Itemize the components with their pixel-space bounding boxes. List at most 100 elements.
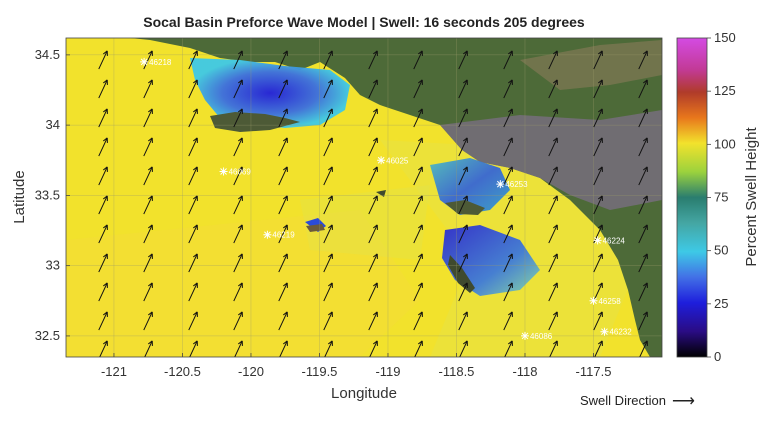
swell-arrow-icon bbox=[278, 224, 288, 244]
buoy-star-icon bbox=[593, 236, 602, 245]
swell-arrow-icon bbox=[638, 282, 648, 302]
swell-arrow-icon bbox=[593, 79, 603, 99]
x-axis-ticks: -121 -120.5 -120 -119.5 -119 -118.5 -118 -117.5 bbox=[101, 353, 612, 379]
swell-arrow-icon bbox=[638, 108, 648, 128]
swell-arrow-icon bbox=[639, 340, 648, 357]
swell-arrow-icon bbox=[368, 166, 378, 186]
swell-arrow-icon bbox=[143, 195, 153, 215]
buoy-marker: 46218 bbox=[140, 58, 172, 67]
swell-arrow-icon bbox=[143, 224, 153, 244]
buoy-label: 46218 bbox=[149, 58, 172, 67]
swell-arrow-icon bbox=[458, 166, 468, 186]
bay-shadow bbox=[430, 158, 510, 215]
swell-arrow-icon bbox=[323, 311, 333, 331]
buoy-label: 46232 bbox=[609, 328, 632, 337]
swell-arrow-icon bbox=[593, 50, 603, 70]
swell-arrow-icon bbox=[368, 50, 378, 70]
swell-direction-label: Swell Direction bbox=[580, 393, 666, 408]
map-title: Socal Basin Preforce Wave Model | Swell:… bbox=[143, 14, 585, 30]
swell-arrow-icon bbox=[593, 282, 603, 302]
swell-arrow-icon bbox=[503, 50, 513, 70]
swell-arrow-icon bbox=[98, 137, 108, 157]
swell-arrow-icon bbox=[188, 224, 198, 244]
swell-arrow-icon bbox=[143, 311, 153, 331]
swell-arrow-icon bbox=[143, 79, 153, 99]
swell-arrow-icon bbox=[98, 311, 108, 331]
buoy-label: 46253 bbox=[505, 180, 528, 189]
swell-arrow-icon bbox=[413, 137, 423, 157]
swell-arrow-icon bbox=[503, 108, 513, 128]
swell-arrow-icon bbox=[278, 311, 288, 331]
swell-direction-arrow-icon: ⟶ bbox=[671, 393, 695, 410]
swell-arrow-icon bbox=[414, 340, 423, 357]
swell-arrow-icon bbox=[188, 311, 198, 331]
swell-arrow-icon bbox=[503, 79, 513, 99]
x-tick-label: -121 bbox=[101, 364, 127, 379]
swell-arrow-icon bbox=[188, 195, 198, 215]
swell-arrow-icon bbox=[593, 195, 603, 215]
swell-arrow-icon bbox=[638, 224, 648, 244]
swell-arrow-icon bbox=[548, 224, 558, 244]
buoy-label: 46086 bbox=[530, 332, 553, 341]
x-tick-label: -117.5 bbox=[576, 364, 612, 379]
swell-arrow-icon bbox=[278, 50, 288, 70]
channel-shadow bbox=[190, 58, 350, 128]
swell-arrow-icon bbox=[143, 108, 153, 128]
swell-arrow-icon bbox=[368, 253, 378, 273]
swell-arrow-icon bbox=[638, 311, 648, 331]
swell-arrow-icon bbox=[188, 137, 198, 157]
x-tick-label: -118.5 bbox=[439, 364, 475, 379]
swell-arrow-icon bbox=[188, 166, 198, 186]
swell-arrow-icon bbox=[368, 137, 378, 157]
swell-arrow-icon bbox=[188, 253, 198, 273]
swell-arrow-icon bbox=[413, 311, 423, 331]
buoy-star-icon bbox=[520, 331, 529, 340]
x-tick-label: -120.5 bbox=[164, 364, 201, 379]
buoy-marker: 46219 bbox=[263, 230, 295, 240]
swell-arrow-icon bbox=[593, 166, 603, 186]
colorbar-tick-label: 100 bbox=[714, 136, 736, 151]
swell-arrow-icon bbox=[593, 108, 603, 128]
x-tick-label: -120 bbox=[238, 364, 264, 379]
swell-arrow-icon bbox=[413, 79, 423, 99]
swell-arrow-icon bbox=[324, 340, 333, 357]
x-axis-label: Longitude bbox=[331, 385, 397, 402]
buoy-label: 46258 bbox=[598, 297, 621, 306]
y-tick-label: 34 bbox=[46, 117, 60, 132]
swell-arrow-icon bbox=[368, 282, 378, 302]
swell-arrow-icon bbox=[458, 137, 468, 157]
swell-arrow-icon bbox=[278, 79, 288, 99]
swell-arrow-field bbox=[98, 50, 648, 357]
swell-arrow-icon bbox=[503, 224, 513, 244]
swell-arrow-icon bbox=[504, 340, 513, 357]
swell-arrow-icon bbox=[413, 224, 423, 244]
swell-arrow-icon bbox=[503, 195, 513, 215]
swell-arrow-icon bbox=[234, 340, 243, 357]
x-tick-label: -118 bbox=[512, 364, 537, 379]
swell-arrow-icon bbox=[503, 253, 513, 273]
buoy-marker: 46232 bbox=[600, 328, 632, 337]
swell-arrow-icon bbox=[98, 253, 108, 273]
buoy-star-icon bbox=[589, 296, 598, 305]
colorbar-tick-label: 125 bbox=[714, 83, 736, 98]
swell-arrow-icon bbox=[278, 282, 288, 302]
swell-direction-legend: Swell Direction ⟶ bbox=[580, 391, 695, 411]
y-tick-label: 34.5 bbox=[35, 47, 60, 62]
buoy-star-icon bbox=[219, 167, 228, 176]
swell-arrow-icon bbox=[548, 253, 558, 273]
swell-arrow-icon bbox=[143, 282, 153, 302]
swell-arrow-icon bbox=[458, 79, 468, 99]
swell-arrow-icon bbox=[458, 50, 468, 70]
swell-arrow-icon bbox=[98, 195, 108, 215]
swell-arrow-icon bbox=[278, 166, 288, 186]
swell-arrow-icon bbox=[503, 137, 513, 157]
ocean-variation bbox=[300, 185, 430, 260]
swell-arrow-icon bbox=[323, 166, 333, 186]
swell-arrow-icon bbox=[638, 50, 648, 70]
swell-arrow-icon bbox=[503, 166, 513, 186]
san-clemente-island bbox=[448, 255, 475, 293]
swell-arrow-icon bbox=[503, 282, 513, 302]
swell-arrow-icon bbox=[188, 108, 198, 128]
swell-arrow-icon bbox=[458, 108, 468, 128]
swell-arrow-icon bbox=[98, 166, 108, 186]
